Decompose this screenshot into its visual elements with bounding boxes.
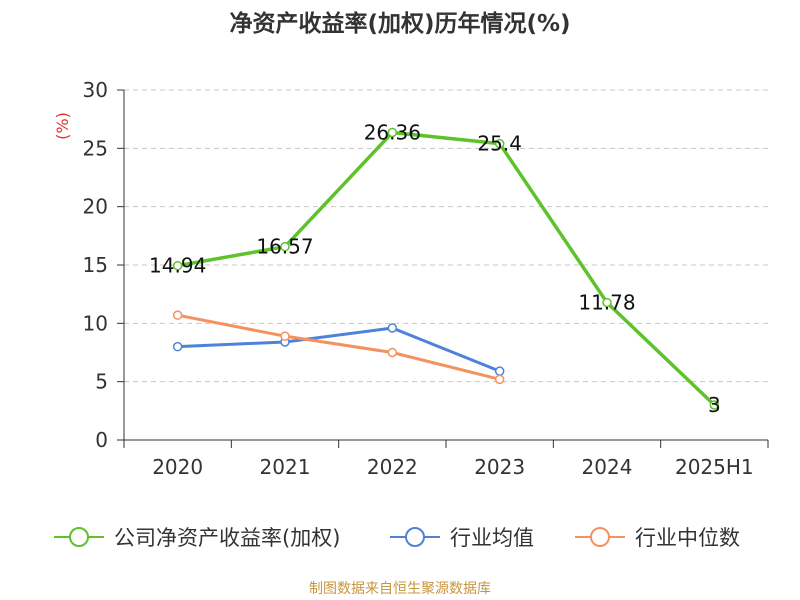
series-line [177,313,501,381]
legend-marker [590,527,610,547]
data-point [172,260,183,271]
data-point [494,138,505,149]
x-tick-label: 2023 [474,455,525,479]
y-axis-unit: (%) [53,112,72,140]
series-line [177,326,501,373]
x-tick-label: 2025H1 [675,455,754,479]
data-point [172,310,183,320]
data-point [387,347,398,358]
data-point [280,241,290,252]
data-point [387,127,398,138]
data-point [494,366,505,376]
series-line [177,130,716,407]
legend-label: 行业均值 [450,526,534,550]
data-label: 14.94 [149,254,206,278]
y-tick-label: 30 [83,78,108,102]
legend-label: 公司净资产收益率(加权) [114,526,340,550]
y-tick-label: 10 [83,311,108,335]
data-label: 16.57 [256,235,313,259]
data-label: 25.4 [477,132,522,156]
chart-title: 净资产收益率(加权)历年情况(%) [229,11,571,37]
legend-label: 行业中位数 [635,526,740,550]
legend-marker [405,527,425,547]
data-point [280,331,290,341]
source-caption: 制图数据来自恒生聚源数据库 [309,581,491,597]
y-tick-label: 20 [83,195,108,219]
x-tick-label: 2024 [582,455,633,479]
data-point [387,323,398,333]
data-point [172,341,183,352]
x-tick-label: 2021 [260,455,311,479]
y-tick-label: 0 [95,428,108,452]
y-tick-label: 15 [83,253,108,277]
legend-marker [69,527,89,547]
data-point [602,297,612,308]
x-tick-label: 2022 [367,455,418,479]
data-point [494,374,505,385]
data-label: 3 [708,393,721,417]
data-label: 11.78 [578,291,635,315]
y-tick-label: 25 [83,136,108,160]
x-tick-label: 2020 [152,455,203,479]
y-tick-label: 5 [95,370,108,394]
data-point [709,400,720,410]
data-label: 26.36 [364,120,421,144]
